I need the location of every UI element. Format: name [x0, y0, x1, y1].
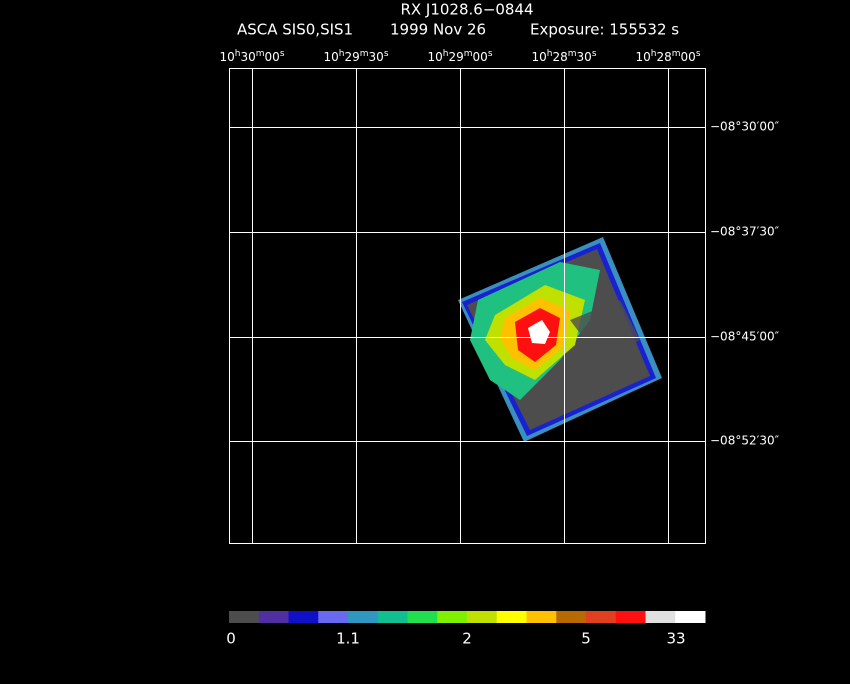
ra-value: 00 — [473, 50, 488, 64]
ra-unit: s — [384, 49, 389, 59]
ra-value: 10 — [531, 50, 546, 64]
colorbar-swatch — [318, 611, 349, 623]
colorbar-label: 5 — [581, 630, 591, 648]
colorbar-label: 0 — [226, 630, 236, 648]
ra-value: 00 — [265, 50, 280, 64]
ra-unit: s — [592, 49, 597, 59]
ra-value: 30 — [577, 50, 592, 64]
ra-value: 28 — [656, 50, 671, 64]
ra-unit: m — [464, 49, 473, 59]
ra-label: 10h28m00s — [635, 49, 700, 64]
ra-unit: s — [488, 49, 493, 59]
colorbar-swatch — [288, 611, 319, 623]
colorbar-swatch — [377, 611, 408, 623]
ra-value: 28 — [552, 50, 567, 64]
colorbar-label: 2 — [462, 630, 472, 648]
colorbar-swatch — [467, 611, 498, 623]
colorbar-swatch — [407, 611, 438, 623]
exposure: Exposure: 155532 s — [530, 21, 679, 39]
frame — [229, 68, 706, 544]
ra-label: 10h28m30s — [531, 49, 596, 64]
dec-label: −08°45′00″ — [710, 330, 780, 344]
ra-value: 30 — [240, 50, 255, 64]
ra-label: 10h29m30s — [323, 49, 388, 64]
dec-label: −08°30′00″ — [710, 120, 780, 134]
ra-value: 29 — [344, 50, 359, 64]
ra-unit: s — [696, 49, 701, 59]
colorbar-swatch — [526, 611, 557, 623]
labels: 10h30m00s 10h29m30s 10h29m00s 10h28m30s 10h2… — [219, 49, 779, 448]
ra-unit: h — [547, 49, 553, 59]
ra-unit: h — [443, 49, 449, 59]
colorbar-swatch — [229, 611, 260, 623]
ra-label: 10h30m00s — [219, 49, 284, 64]
ra-unit: h — [651, 49, 657, 59]
colorbar-swatch — [496, 611, 527, 623]
colorbar-label: 33 — [666, 630, 685, 648]
ra-value: 10 — [219, 50, 234, 64]
title: RX J1028.6−0844 — [400, 1, 533, 19]
dec-label: −08°52′30″ — [710, 434, 780, 448]
dec-label: −08°37′30″ — [710, 225, 780, 239]
ra-unit: h — [235, 49, 241, 59]
ra-unit: m — [672, 49, 681, 59]
ra-unit: s — [280, 49, 285, 59]
ra-value: 10 — [427, 50, 442, 64]
ra-value: 30 — [369, 50, 384, 64]
colorbar-swatch — [586, 611, 617, 623]
instrument: ASCA SIS0,SIS1 — [237, 21, 353, 39]
ra-value: 00 — [681, 50, 696, 64]
colorbar-swatch — [258, 611, 289, 623]
colorbar-swatch — [556, 611, 587, 623]
ra-unit: h — [339, 49, 345, 59]
colorbar-swatch — [645, 611, 676, 623]
grid — [229, 68, 706, 544]
ra-unit: m — [360, 49, 369, 59]
colorbar-swatch — [348, 611, 379, 623]
colorbar-swatch — [615, 611, 646, 623]
ra-value: 10 — [323, 50, 338, 64]
xray-image — [458, 237, 662, 442]
ra-unit: m — [568, 49, 577, 59]
colorbar: 0 1.1 2 5 33 — [226, 611, 706, 648]
ra-label: 10h29m00s — [427, 49, 492, 64]
date: 1999 Nov 26 — [390, 21, 486, 39]
colorbar-label: 1.1 — [336, 630, 360, 648]
colorbar-swatch — [437, 611, 468, 623]
colorbar-swatch — [675, 611, 706, 623]
image-field — [570, 300, 640, 360]
ra-value: 29 — [448, 50, 463, 64]
ra-unit: m — [256, 49, 265, 59]
ra-value: 10 — [635, 50, 650, 64]
